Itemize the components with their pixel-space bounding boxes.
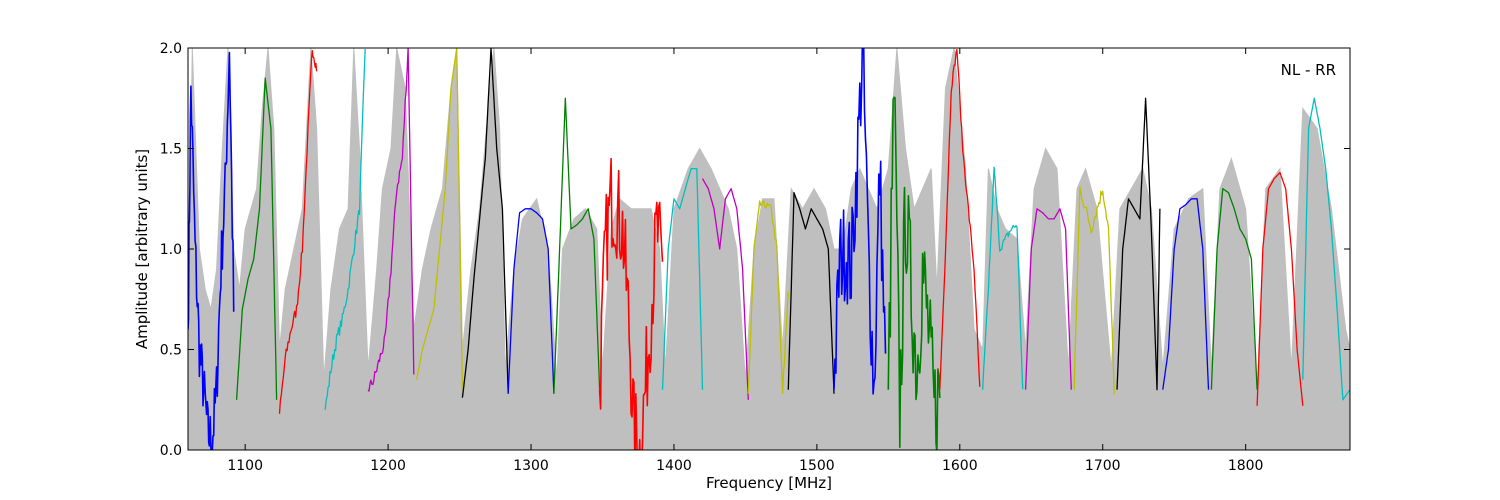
chart-annotation: NL - RR: [1281, 61, 1336, 79]
y-tick-label: 1.0: [160, 242, 182, 258]
x-tick-label: 1800: [1228, 458, 1264, 474]
x-tick-label: 1300: [513, 458, 549, 474]
subband-line-15: [833, 48, 887, 395]
x-axis: 1100 1200 1300 1400 1500 1600 1700 1800: [227, 48, 1263, 474]
subband-line-18: [982, 166, 1024, 390]
subband-line-24: [1256, 171, 1304, 406]
subband-line-25: [1302, 97, 1350, 401]
subband-line-22: [1162, 198, 1210, 390]
subband-line-5: [367, 48, 415, 392]
x-tick-label: 1100: [227, 458, 263, 474]
x-tick-label: 1400: [656, 458, 692, 474]
background-envelope: [188, 48, 1350, 450]
y-tick-label: 1.5: [160, 142, 182, 158]
x-tick-label: 1600: [942, 458, 978, 474]
subband-line-11: [661, 167, 704, 390]
subband-line-8: [507, 208, 555, 394]
y-tick-label: 0.5: [160, 343, 182, 359]
subband-line-3: [278, 50, 318, 414]
subband-line-19: [1024, 208, 1072, 390]
subband-line-17: [939, 48, 981, 390]
subband-line-16: [887, 96, 941, 450]
plot-area: [188, 48, 1350, 450]
y-axis: 0.0 0.5 1.0 1.5 2.0: [160, 41, 1350, 459]
subband-line-2: [235, 77, 278, 400]
subband-line-13: [747, 200, 789, 394]
subband-line-21: [1116, 97, 1161, 391]
x-tick-label: 1200: [370, 458, 406, 474]
subband-line-6: [416, 48, 464, 390]
subband-line-10: [598, 157, 664, 450]
subband-line-7: [461, 48, 509, 398]
subband-line-23: [1210, 188, 1258, 390]
subband-line-14: [787, 192, 835, 394]
subband-line-1: [188, 51, 235, 450]
y-tick-label: 0.0: [160, 443, 182, 459]
subband-line-9: [553, 97, 601, 394]
subband-line-12: [701, 178, 749, 400]
x-tick-label: 1500: [799, 458, 835, 474]
y-axis-label: Amplitude [arbitrary units]: [133, 149, 151, 349]
y-tick-label: 2.0: [160, 41, 182, 57]
subband-line-4: [324, 48, 366, 410]
x-axis-label: Frequency [MHz]: [706, 474, 832, 492]
x-tick-label: 1700: [1085, 458, 1121, 474]
subband-line-20: [1073, 186, 1115, 395]
